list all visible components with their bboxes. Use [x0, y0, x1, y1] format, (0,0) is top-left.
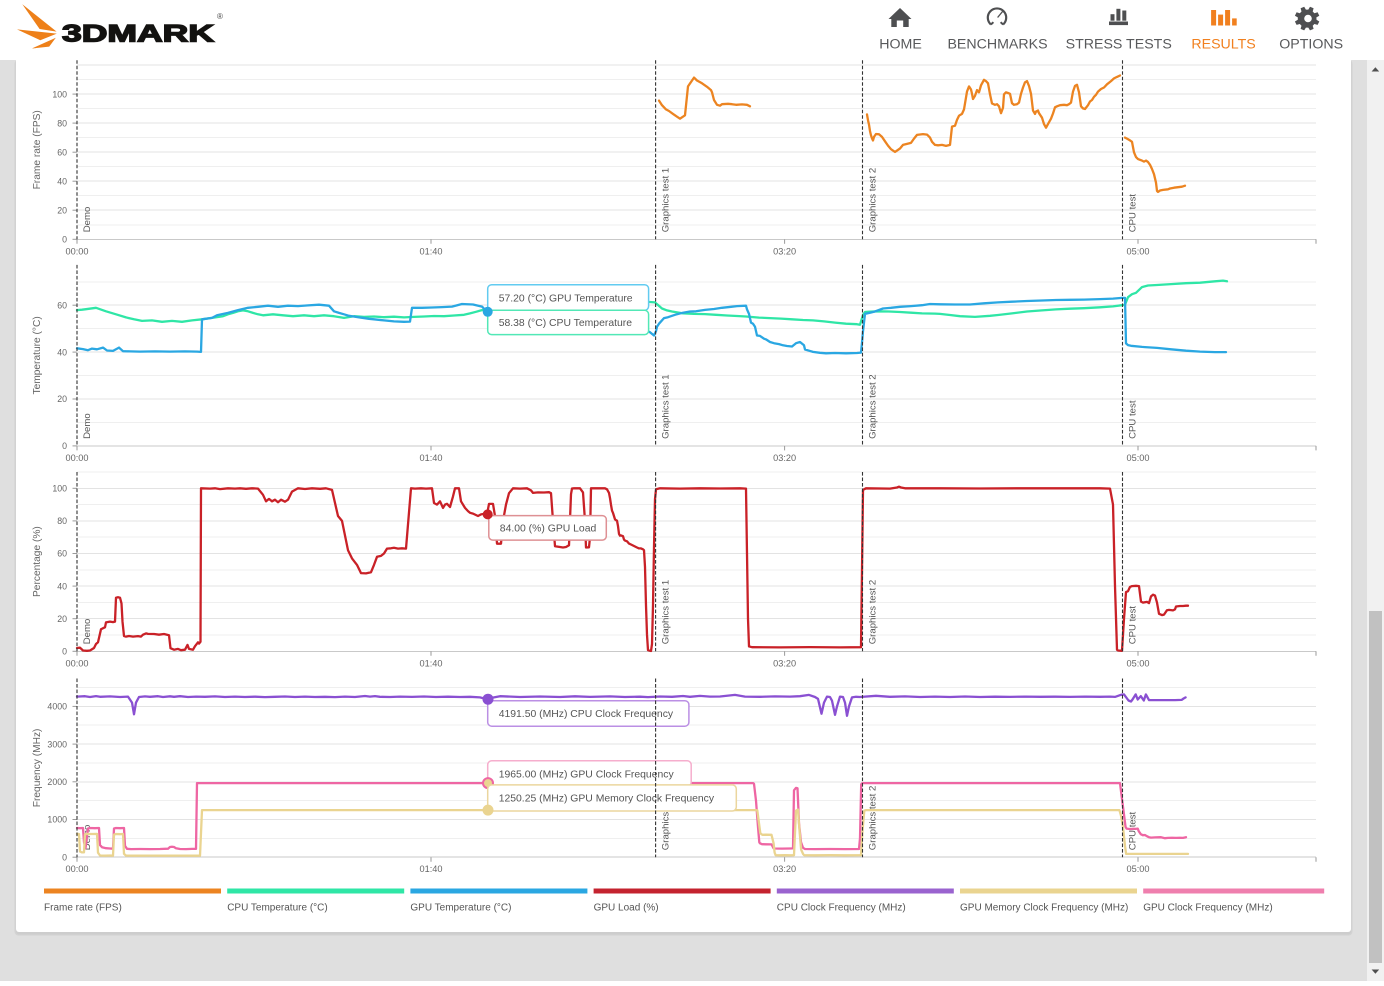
svg-text:Graphics test 1: Graphics test 1: [661, 580, 672, 645]
svg-text:Graphics test 1: Graphics test 1: [661, 786, 672, 851]
svg-text:CPU test: CPU test: [1128, 400, 1139, 439]
svg-text:CPU test: CPU test: [1128, 811, 1139, 850]
svg-text:0: 0: [62, 235, 67, 245]
svg-text:0: 0: [62, 852, 67, 862]
svg-text:4191.50 (MHz) CPU Clock Freque: 4191.50 (MHz) CPU Clock Frequency: [499, 709, 674, 720]
svg-text:20: 20: [57, 614, 67, 624]
svg-text:Temperature (°C): Temperature (°C): [32, 316, 43, 394]
svg-text:Frequency (MHz): Frequency (MHz): [32, 729, 43, 808]
svg-text:60: 60: [57, 300, 67, 310]
svg-text:Graphics test 1: Graphics test 1: [661, 168, 672, 233]
svg-text:STRESS TESTS: STRESS TESTS: [1066, 37, 1172, 53]
svg-text:1965.00 (MHz) GPU Clock Freque: 1965.00 (MHz) GPU Clock Frequency: [499, 769, 675, 780]
svg-text:0: 0: [62, 647, 67, 657]
svg-text:Graphics test 2: Graphics test 2: [868, 374, 879, 439]
svg-text:Demo: Demo: [82, 619, 93, 645]
svg-text:BENCHMARKS: BENCHMARKS: [947, 37, 1047, 53]
svg-text:20: 20: [57, 394, 67, 404]
svg-text:1000: 1000: [47, 815, 67, 825]
svg-text:3DMARK: 3DMARK: [62, 21, 214, 48]
svg-text:03:20: 03:20: [773, 658, 796, 668]
svg-text:05:00: 05:00: [1127, 453, 1150, 463]
svg-text:01:40: 01:40: [420, 246, 443, 256]
svg-text:Graphics test 1: Graphics test 1: [661, 374, 672, 439]
svg-text:Demo: Demo: [82, 413, 93, 439]
svg-text:80: 80: [57, 516, 67, 526]
svg-text:CPU test: CPU test: [1128, 194, 1139, 233]
svg-text:03:20: 03:20: [773, 864, 796, 874]
svg-text:05:00: 05:00: [1127, 864, 1150, 874]
svg-text:00:00: 00:00: [66, 453, 89, 463]
svg-text:00:00: 00:00: [66, 246, 89, 256]
svg-text:40: 40: [57, 581, 67, 591]
svg-text:57.20 (°C) GPU Temperature: 57.20 (°C) GPU Temperature: [499, 293, 633, 304]
svg-text:OPTIONS: OPTIONS: [1279, 37, 1343, 53]
svg-text:58.38 (°C) CPU Temperature: 58.38 (°C) CPU Temperature: [499, 318, 633, 329]
svg-text:GPU Load (%): GPU Load (%): [594, 903, 659, 914]
svg-text:Graphics test 2: Graphics test 2: [868, 168, 879, 233]
svg-text:Frame rate (FPS): Frame rate (FPS): [44, 903, 122, 914]
svg-text:GPU Temperature (°C): GPU Temperature (°C): [410, 903, 511, 914]
svg-text:4000: 4000: [47, 702, 67, 712]
svg-text:00:00: 00:00: [66, 864, 89, 874]
svg-text:20: 20: [57, 205, 67, 215]
svg-text:HOME: HOME: [879, 37, 922, 53]
svg-text:80: 80: [57, 118, 67, 128]
svg-text:00:00: 00:00: [66, 658, 89, 668]
svg-text:Graphics test 2: Graphics test 2: [868, 580, 879, 645]
svg-text:2000: 2000: [47, 777, 67, 787]
svg-text:Percentage (%): Percentage (%): [32, 526, 43, 597]
svg-text:05:00: 05:00: [1127, 658, 1150, 668]
svg-text:40: 40: [57, 347, 67, 357]
svg-text:100: 100: [52, 484, 67, 494]
svg-text:CPU test: CPU test: [1128, 606, 1139, 645]
svg-text:CPU Temperature (°C): CPU Temperature (°C): [227, 903, 328, 914]
svg-text:60: 60: [57, 549, 67, 559]
svg-text:GPU Clock Frequency (MHz): GPU Clock Frequency (MHz): [1143, 903, 1272, 914]
svg-text:03:20: 03:20: [773, 246, 796, 256]
svg-text:Frame rate (FPS): Frame rate (FPS): [32, 110, 43, 189]
svg-text:RESULTS: RESULTS: [1191, 37, 1255, 53]
svg-text:®: ®: [217, 12, 223, 21]
svg-text:0: 0: [62, 441, 67, 451]
svg-text:100: 100: [52, 89, 67, 99]
svg-text:CPU Clock Frequency (MHz): CPU Clock Frequency (MHz): [777, 903, 906, 914]
svg-text:60: 60: [57, 147, 67, 157]
svg-text:84.00 (%) GPU Load: 84.00 (%) GPU Load: [500, 524, 597, 535]
svg-text:01:40: 01:40: [420, 658, 443, 668]
svg-text:40: 40: [57, 176, 67, 186]
svg-text:3000: 3000: [47, 739, 67, 749]
svg-text:GPU Memory Clock Frequency (MH: GPU Memory Clock Frequency (MHz): [960, 903, 1128, 914]
svg-text:Graphics test 2: Graphics test 2: [868, 786, 879, 851]
svg-text:01:40: 01:40: [420, 453, 443, 463]
svg-text:Demo: Demo: [82, 207, 93, 233]
svg-text:1250.25 (MHz) GPU Memory Clock: 1250.25 (MHz) GPU Memory Clock Frequency: [499, 794, 715, 805]
svg-text:03:20: 03:20: [773, 453, 796, 463]
svg-text:05:00: 05:00: [1127, 246, 1150, 256]
svg-text:01:40: 01:40: [420, 864, 443, 874]
